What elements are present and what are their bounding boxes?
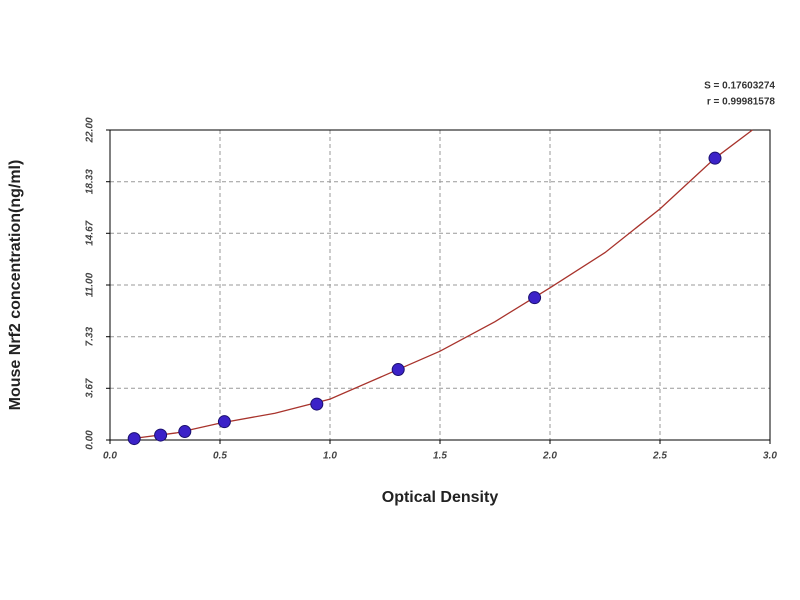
data-point [217,415,231,429]
data-point [528,291,542,305]
annotation: r = 0.99981578 [707,97,776,108]
y-axis-label: Mouse Nrf2 concentration(ng/ml) [7,160,24,411]
y-tick-label: 14.67 [85,220,96,245]
y-tick-label: 3.67 [85,378,96,398]
data-point [708,151,722,165]
data-point [391,363,405,377]
x-tick-label: 2.0 [542,451,557,462]
plot-frame [109,129,771,441]
annotation: S = 0.17603274 [704,81,775,92]
y-tick-label: 7.33 [85,327,96,347]
data-point [127,432,141,446]
data-point [178,425,192,439]
x-tick-label: 3.0 [763,451,777,462]
y-tick-label: 18.33 [85,169,96,194]
y-tick-label: 0.00 [85,430,96,450]
x-tick-label: 1.5 [433,451,447,462]
x-axis-label: Optical Density [382,489,499,506]
y-tick-label: 22.00 [85,117,96,143]
y-tick-label: 11.00 [85,272,96,297]
x-tick-label: 0.0 [103,451,117,462]
data-point [154,428,168,442]
data-point [310,397,324,411]
x-tick-label: 2.5 [652,451,667,462]
x-tick-label: 1.0 [323,451,337,462]
x-tick-label: 0.5 [213,451,227,462]
